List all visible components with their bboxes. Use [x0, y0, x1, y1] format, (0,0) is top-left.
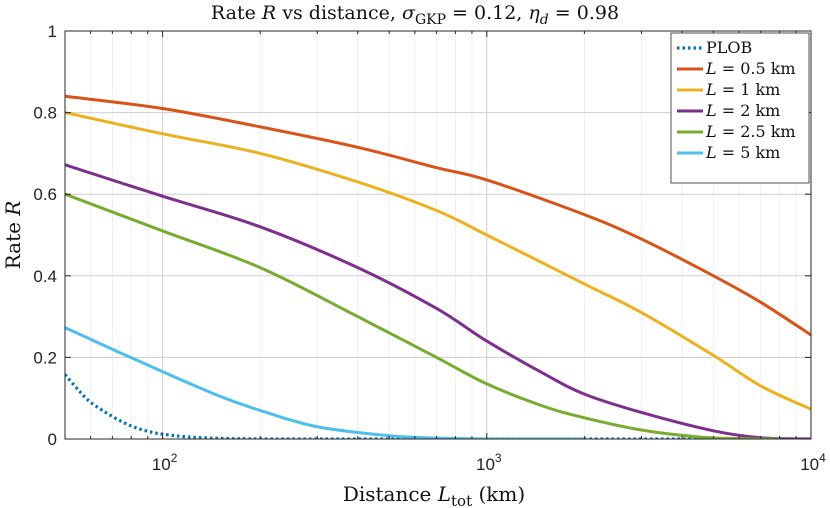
y-tick-label: 1	[48, 22, 57, 41]
series-line-2	[65, 111, 811, 411]
legend-label-3: L = 2 km	[705, 101, 780, 120]
legend-box	[670, 32, 810, 184]
y-tick-label: 0.8	[33, 104, 57, 123]
series-line-0	[65, 373, 780, 439]
minor-gridlines	[90, 31, 797, 439]
tick-marks	[64, 30, 811, 440]
x-tick-label: 104	[800, 451, 826, 474]
series-line-3	[65, 163, 811, 439]
x-axis-label: Distance Ltot (km)	[343, 482, 525, 508]
series-layer	[65, 94, 811, 439]
axes-box	[64, 30, 812, 440]
x-tick-label: 102	[152, 451, 178, 474]
x-tick-label: 103	[476, 451, 502, 474]
y-tick-label: 0	[48, 430, 57, 449]
y-tick-label: 0.2	[33, 348, 57, 367]
legend-label-4: L = 2.5 km	[705, 122, 796, 141]
chart-title: Rate R vs distance, σGKP = 0.12, ηd = 0.…	[211, 2, 619, 28]
y-axis-label: Rate R	[1, 201, 25, 270]
y-tick-labels: 0 0.2 0.4 0.6 0.8 1	[33, 22, 57, 449]
x-tick-labels: 102 103 104	[152, 451, 826, 474]
y-tick-label: 0.4	[33, 267, 57, 286]
y-tick-label: 0.6	[33, 185, 57, 204]
legend-label-0: PLOB	[706, 38, 752, 57]
legend-label-5: L = 5 km	[705, 143, 780, 162]
series-line-4	[65, 192, 780, 439]
legend-label-1: L = 0.5 km	[705, 59, 796, 78]
series-line-1	[65, 94, 811, 337]
legend-label-2: L = 1 km	[705, 80, 780, 99]
legend: PLOB L = 0.5 km L = 1 km L = 2 km L = 2.5 km…	[670, 32, 810, 184]
